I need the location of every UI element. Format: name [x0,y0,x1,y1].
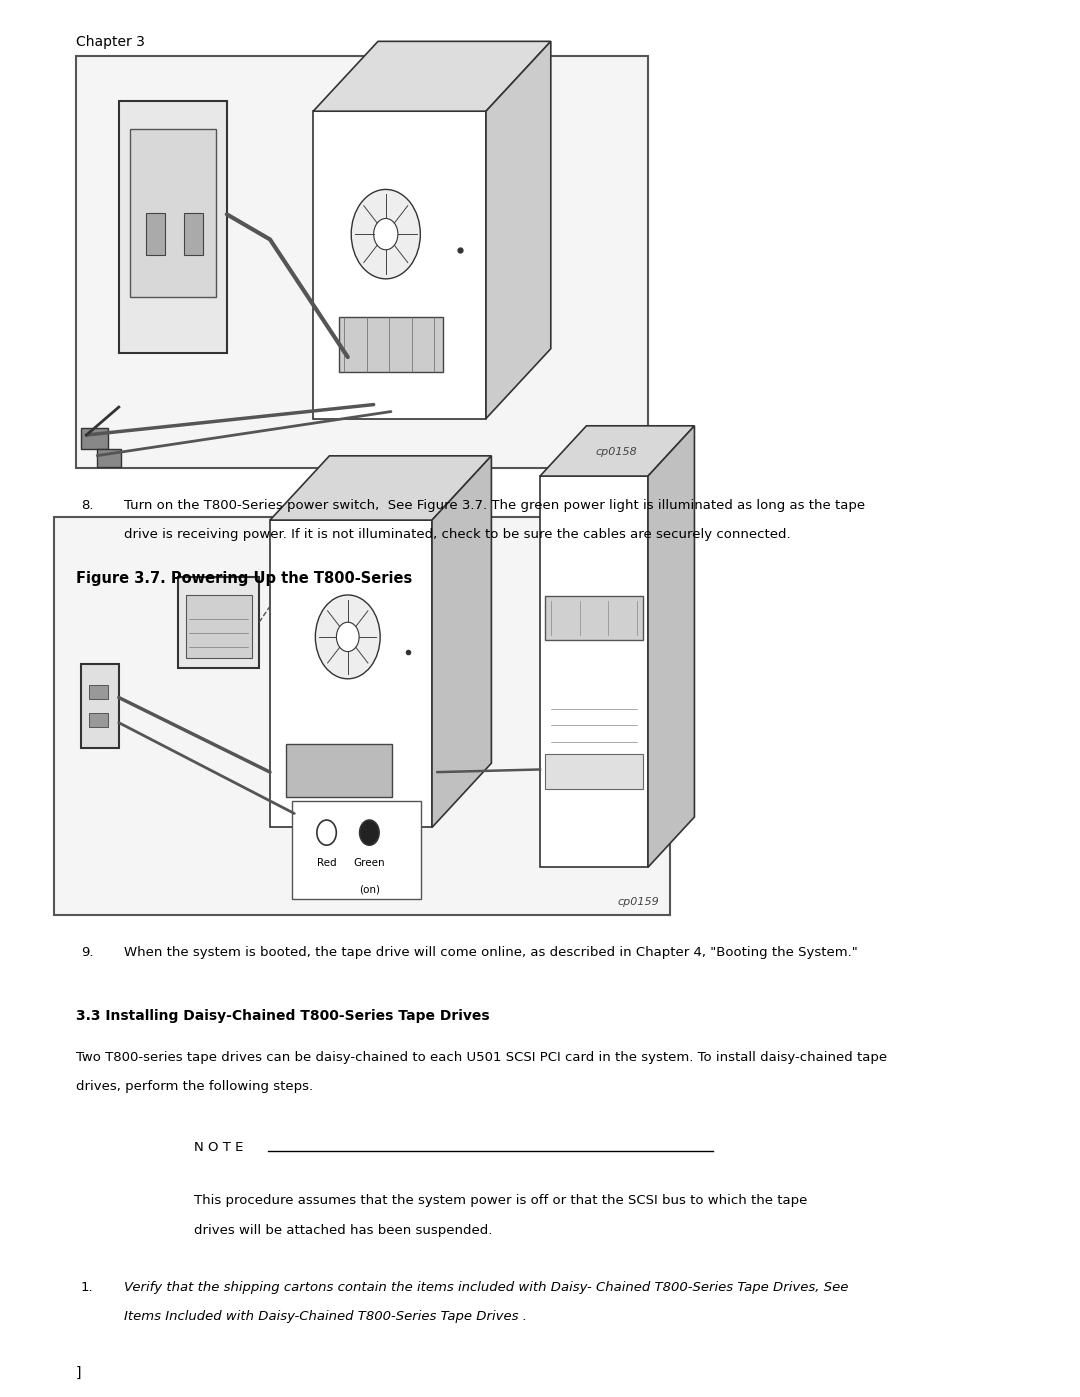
Circle shape [315,595,380,679]
Circle shape [337,622,359,651]
Polygon shape [486,42,551,419]
Text: Items Included with Daisy-Chained T800-Series Tape Drives .: Items Included with Daisy-Chained T800-S… [124,1310,527,1323]
Text: When the system is booted, the tape drive will come online, as described in Chap: When the system is booted, the tape driv… [124,946,858,958]
Bar [130,129,216,296]
Text: 8.: 8. [81,499,94,511]
Circle shape [316,820,336,845]
Bar [76,56,648,468]
Polygon shape [270,455,491,520]
Bar [313,112,486,419]
Bar [119,101,227,352]
Bar [146,212,165,254]
Bar [81,427,108,448]
Bar [178,577,259,668]
Bar [270,520,432,827]
Bar [81,664,119,747]
Bar [186,595,252,658]
Polygon shape [432,455,491,827]
Circle shape [360,820,379,845]
Text: Two T800-series tape drives can be daisy-chained to each U501 SCSI PCI card in t: Two T800-series tape drives can be daisy… [76,1051,887,1063]
Bar [89,712,108,726]
Bar [339,317,443,373]
Text: 9.: 9. [81,946,94,958]
Text: cp0158: cp0158 [595,447,637,457]
Polygon shape [540,426,694,476]
Bar [286,743,391,796]
Text: (on): (on) [359,884,380,895]
Text: 3.3 Installing Daisy-Chained T800-Series Tape Drives: 3.3 Installing Daisy-Chained T800-Series… [76,1009,489,1023]
Bar [292,802,421,900]
Text: 1.: 1. [81,1281,94,1294]
Polygon shape [313,42,551,112]
Circle shape [374,218,397,250]
Text: Red: Red [316,858,336,868]
Text: drive is receiving power. If it is not illuminated, check to be sure the cables : drive is receiving power. If it is not i… [124,528,791,541]
Bar [545,595,643,640]
Text: Chapter 3: Chapter 3 [76,35,145,49]
Polygon shape [648,426,694,868]
Text: drives, perform the following steps.: drives, perform the following steps. [76,1080,313,1092]
Bar [545,754,643,789]
Bar [97,448,121,467]
Text: N O T E: N O T E [194,1141,244,1154]
Text: This procedure assumes that the system power is off or that the SCSI bus to whic: This procedure assumes that the system p… [194,1194,808,1207]
Text: Green: Green [353,858,386,868]
Circle shape [351,190,420,279]
Text: drives will be attached has been suspended.: drives will be attached has been suspend… [194,1224,492,1236]
Text: Turn on the T800-Series power switch,  See Figure 3.7. The green power light is : Turn on the T800-Series power switch, Se… [124,499,865,511]
Text: Figure 3.7. Powering Up the T800-Series: Figure 3.7. Powering Up the T800-Series [76,571,411,587]
Text: Verify that the shipping cartons contain the items included with Daisy- Chained : Verify that the shipping cartons contain… [124,1281,849,1294]
Bar [54,517,670,915]
Text: ]: ] [76,1366,81,1380]
Bar [540,476,648,868]
Bar [89,685,108,698]
Bar [184,212,203,254]
Text: cp0159: cp0159 [617,897,659,907]
